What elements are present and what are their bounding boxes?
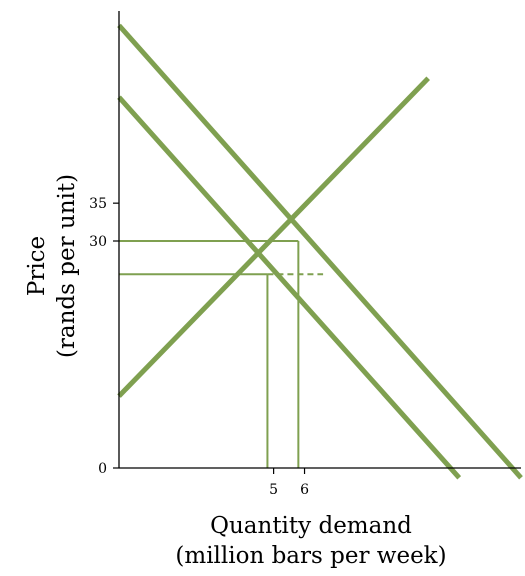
y-tick-label-3: 30	[89, 234, 107, 250]
y-axis-title: Price (rands per unit)	[24, 174, 80, 358]
curves-layer	[117, 23, 523, 480]
curve-1	[117, 95, 462, 480]
x-tick-label-1: 5	[269, 482, 278, 498]
curve-2	[117, 23, 523, 480]
y-axis-title-line2: (rands per unit)	[54, 174, 80, 358]
x-tick-label-2: 6	[300, 482, 309, 498]
y-tick-label-2: 35	[89, 196, 107, 212]
ticks-layer: 0 35 30 5 6	[89, 196, 309, 498]
curve-3	[117, 76, 430, 398]
y-axis-title-line1: Price	[24, 236, 50, 296]
x-axis-title-line1: Quantity demand	[210, 513, 412, 539]
x-axis-title-line2: (million bars per week)	[175, 543, 446, 569]
y-tick-label-1: 0	[98, 461, 107, 477]
reference-lines-layer	[119, 240, 324, 468]
